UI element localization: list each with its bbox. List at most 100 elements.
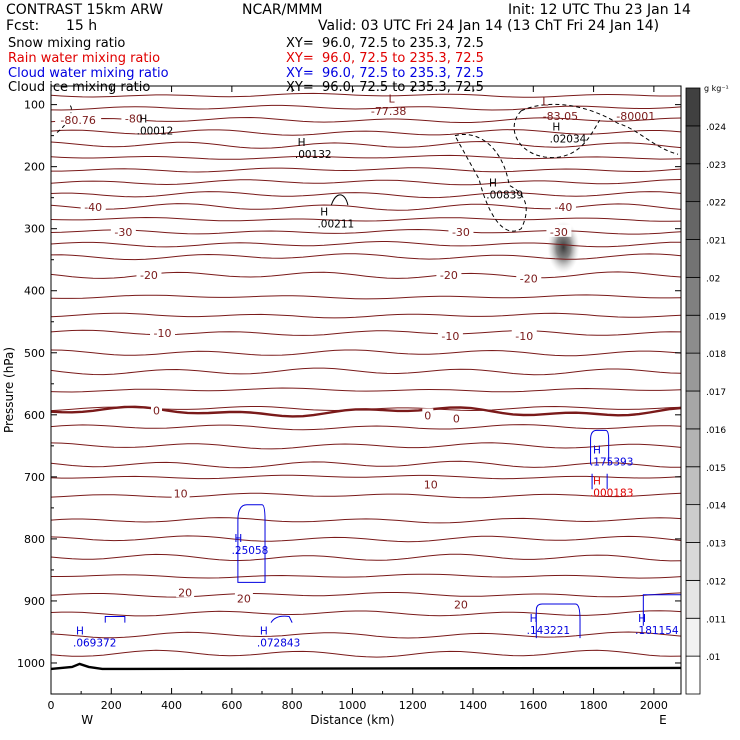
temperature-contour-line (50, 329, 682, 336)
cloud-water-contour (591, 473, 608, 490)
temperature-label: -40 (554, 201, 572, 214)
temperature-label: 0 (453, 413, 460, 426)
contour-label-bg (450, 411, 462, 424)
temperature-contour-line (50, 367, 682, 376)
temperature-contour-line (50, 191, 682, 199)
snow-contour-dashed (454, 134, 527, 232)
temperature-contour-line (50, 116, 682, 123)
contour-label-bg (80, 199, 106, 212)
ice-contour-dashed (56, 104, 72, 133)
temperature-label: 20 (454, 599, 468, 612)
x-tick-label: 800 (282, 699, 303, 712)
field-xy-snow: XY= 96.0, 72.5 to 235.3, 72.5 (286, 36, 484, 51)
field-label-cloud-water: Cloud water mixing ratio (8, 66, 169, 81)
temperature-label: 10 (174, 488, 188, 501)
plot-frame (50, 85, 682, 695)
contour-label-bg (546, 224, 572, 237)
temperature-label: 0 (153, 404, 160, 417)
colorbar-level-label: .014 (706, 502, 726, 512)
temperature-label: -20 (520, 272, 538, 285)
colorbar-swatch (685, 276, 701, 316)
colorbar-level-label: .02 (706, 274, 720, 284)
max-value-label: .00132 (295, 149, 332, 161)
colorbar-swatch (685, 239, 701, 278)
colorbar-level-label: .016 (706, 426, 726, 436)
max-value-label: .00012 (137, 126, 174, 138)
colorbar-level-label: .021 (706, 237, 726, 247)
temperature-contour-line (50, 253, 682, 261)
max-marker-H: H (638, 613, 646, 625)
contour-label-bg (451, 597, 470, 610)
minimum-label: -83.05 (543, 110, 578, 123)
y-axis-label: Pressure (hPa) (2, 347, 16, 433)
temperature-label: -20 (140, 269, 158, 282)
org-label: NCAR/MMM (242, 2, 323, 18)
x-tick-label: 200 (101, 699, 122, 712)
contour-label-bg (110, 224, 136, 237)
colorbar-swatch (685, 542, 701, 581)
max-marker-H: H (593, 444, 601, 456)
y-tick-label: 300 (24, 223, 45, 236)
forecast-hour: 15 h (66, 18, 98, 34)
contour-label-bg (516, 271, 542, 284)
x-tick-label: 600 (221, 699, 242, 712)
x-tick-label: 1800 (580, 699, 608, 712)
cloud-water-contour (104, 615, 126, 623)
colorbar-swatch (685, 352, 701, 392)
max-value-label: .00211 (317, 219, 354, 231)
field-xy-cloud-water: XY= 96.0, 72.5 to 235.3, 72.5 (286, 66, 484, 81)
y-tick-label: 1000 (17, 657, 45, 670)
colorbar-swatch (685, 125, 701, 165)
colorbar-level-label: .012 (706, 577, 726, 587)
temperature-contour-line (50, 517, 682, 524)
max-marker-H: H (552, 122, 560, 134)
colorbar-level-label: .01 (706, 653, 720, 663)
model-title: CONTRAST 15km ARW (6, 2, 164, 18)
colorbar-swatch (685, 390, 701, 430)
max-value-label: .143221 (527, 625, 570, 637)
colorbar-swatch (685, 314, 701, 354)
contour-label-bg (136, 268, 162, 281)
max-value-label: .181154 (635, 625, 679, 637)
colorbar-level-label: .024 (706, 123, 726, 133)
temperature-label: -10 (154, 327, 172, 340)
temperature-contour-line (50, 92, 682, 98)
colorbar-unit: g kg⁻¹ (704, 84, 729, 93)
contour-label-bg (437, 329, 463, 342)
temperature-contour-line (50, 203, 682, 211)
max-value-label: .000183 (590, 487, 633, 499)
cloud-water-contour (237, 504, 266, 583)
temperature-contour-line (51, 167, 682, 173)
y-tick-label: 500 (24, 347, 45, 360)
temperature-label: 10 (424, 478, 438, 491)
colorbar-swatch (685, 655, 701, 695)
temperature-contour-line (50, 649, 682, 658)
y-tick-label: 800 (24, 533, 45, 546)
temperature-label: 20 (178, 586, 192, 599)
temperature-contour-line (50, 216, 682, 222)
contour-label-bg (511, 329, 537, 342)
temperature-label: -10 (515, 330, 533, 343)
y-tick-label: 700 (24, 471, 45, 484)
x-tick-label: 1000 (338, 699, 366, 712)
temperature-contour-line (50, 387, 682, 393)
minimum-label: -80001 (616, 110, 655, 123)
field-label-cloud-ice: Cloud ice mixing ratio (8, 80, 151, 95)
temperature-label: -30 (114, 226, 132, 239)
contour-label-bg (150, 325, 176, 338)
y-tick-label: 100 (24, 99, 45, 112)
contour-label-bg (436, 268, 462, 281)
max-marker-H: H (593, 475, 601, 487)
field-label-snow: Snow mixing ratio (8, 36, 126, 51)
minimum-label: -77.38 (371, 105, 406, 118)
colorbar-swatch (685, 201, 701, 240)
colorbar-swatch (685, 579, 701, 619)
temperature-contour-line (50, 474, 682, 480)
colorbar-swatch (685, 87, 701, 127)
x-tick-label: 400 (161, 699, 182, 712)
y-tick-label: 600 (24, 409, 45, 422)
temperature-contour-line (50, 610, 682, 617)
y-tick-label: 900 (24, 595, 45, 608)
temperature-contour-line (50, 592, 682, 598)
